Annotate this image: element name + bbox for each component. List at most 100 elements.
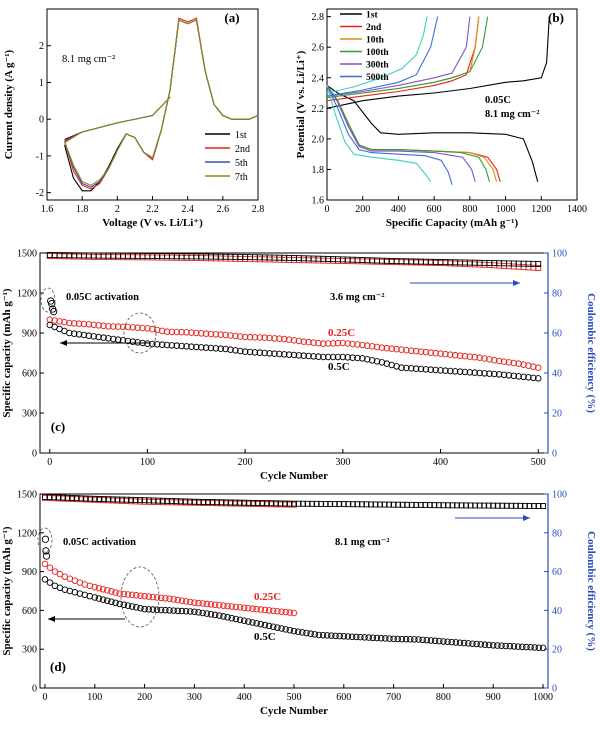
capacity-marker — [134, 339, 141, 346]
efficiency-marker — [359, 258, 366, 265]
capacity-marker — [323, 632, 331, 639]
capacity-marker — [353, 633, 360, 641]
efficiency-marker — [363, 501, 370, 508]
capacity-marker — [232, 347, 239, 354]
legend-entry: 5th — [235, 158, 248, 169]
efficiency-marker — [81, 252, 87, 259]
capacity-marker — [56, 318, 63, 325]
efficiency-marker — [471, 259, 478, 266]
efficiency-marker — [399, 501, 406, 508]
efficiency-marker — [486, 262, 493, 268]
efficiency-marker — [354, 256, 361, 263]
efficiency-marker — [159, 253, 166, 260]
efficiency-marker — [105, 496, 112, 503]
capacity-marker — [365, 634, 372, 641]
capacity-marker — [261, 621, 269, 629]
capacity-marker — [461, 352, 469, 360]
efficiency-marker — [304, 500, 311, 507]
efficiency-marker — [69, 495, 76, 501]
x-tick-label: 2.6 — [217, 204, 230, 215]
capacity-marker — [407, 365, 415, 372]
capacity-marker — [388, 345, 395, 352]
x-tick-label: 300 — [187, 692, 202, 703]
x-tick-label: 200 — [355, 204, 370, 215]
y-tick-label: 600 — [22, 606, 37, 617]
capacity-marker — [525, 374, 532, 381]
capacity-marker — [119, 323, 127, 331]
capacity-marker — [222, 331, 229, 339]
capacity-marker — [90, 321, 97, 329]
y-tick-label: 1200 — [17, 528, 37, 539]
capacity-marker — [265, 622, 273, 630]
efficiency-marker — [123, 496, 130, 503]
efficiency-marker — [291, 257, 297, 263]
capacity-marker — [149, 325, 156, 333]
capacity-marker — [364, 342, 371, 349]
capacity-marker — [178, 597, 186, 604]
capacity-marker — [168, 328, 176, 336]
x-tick-label: 1.6 — [41, 204, 54, 215]
efficiency-marker — [444, 502, 451, 509]
efficiency-marker — [503, 502, 510, 509]
capacity-marker — [80, 331, 88, 339]
capacity-marker — [419, 636, 426, 644]
annotation: 8.1 mg cm⁻² — [62, 54, 115, 65]
legend-entry: 7th — [235, 172, 248, 183]
y2-axis-label: Coulombic efficiency (%) — [585, 293, 597, 413]
capacity-marker — [368, 357, 376, 364]
efficiency-marker — [515, 263, 522, 270]
panel-label-d: (d) — [50, 659, 66, 674]
capacity-marker — [305, 338, 312, 346]
capacity-marker — [183, 329, 190, 336]
capacity-marker — [500, 358, 508, 365]
activation-ellipse — [40, 287, 56, 313]
capacity-marker — [344, 354, 351, 361]
capacity-marker — [447, 367, 454, 375]
x-axis-label: Specific Capacity (mAh g⁻¹) — [386, 217, 519, 229]
efficiency-marker — [485, 502, 492, 509]
capacity-marker — [80, 320, 88, 328]
charge-curve — [326, 16, 439, 97]
efficiency-marker — [203, 253, 210, 260]
efficiency-marker — [120, 254, 126, 261]
efficiency-marker — [521, 502, 528, 509]
capacity-marker — [369, 634, 377, 642]
x-tick-label: 2.2 — [146, 204, 159, 215]
capacity-marker — [207, 611, 215, 618]
efficiency-marker — [95, 254, 102, 260]
capacity-marker — [407, 347, 415, 354]
capacity-marker — [491, 370, 498, 378]
capacity-marker — [336, 632, 343, 640]
capacity-marker — [103, 587, 111, 594]
capacity-marker — [460, 639, 468, 647]
capacity-marker — [398, 346, 405, 353]
capacity-marker — [486, 356, 493, 363]
capacity-marker — [278, 608, 285, 615]
capacity-marker — [240, 617, 248, 624]
capacity-marker — [216, 612, 223, 619]
charge-curve — [326, 16, 550, 109]
capacity-marker — [108, 598, 115, 606]
capacity-marker — [442, 350, 449, 358]
y-tick-label: 2.4 — [312, 73, 325, 84]
efficiency-marker — [159, 497, 166, 504]
capacity-marker — [315, 339, 322, 347]
capacity-marker — [514, 643, 522, 650]
cv-curve-2 — [64, 17, 259, 190]
capacity-marker — [256, 349, 264, 356]
capacity-marker — [105, 323, 112, 330]
capacity-marker — [149, 340, 156, 348]
efficiency-marker — [178, 253, 185, 260]
capacity-marker — [398, 364, 405, 371]
efficiency-marker — [271, 256, 278, 263]
efficiency-marker — [320, 257, 327, 264]
efficiency-marker — [271, 254, 278, 261]
capacity-marker — [436, 637, 443, 645]
efficiency-marker — [452, 260, 459, 267]
capacity-marker — [95, 322, 102, 329]
efficiency-marker — [164, 253, 170, 260]
efficiency-marker — [508, 502, 515, 509]
capacity-marker — [203, 600, 211, 608]
capacity-marker — [349, 340, 356, 348]
capacity-marker — [340, 633, 348, 640]
